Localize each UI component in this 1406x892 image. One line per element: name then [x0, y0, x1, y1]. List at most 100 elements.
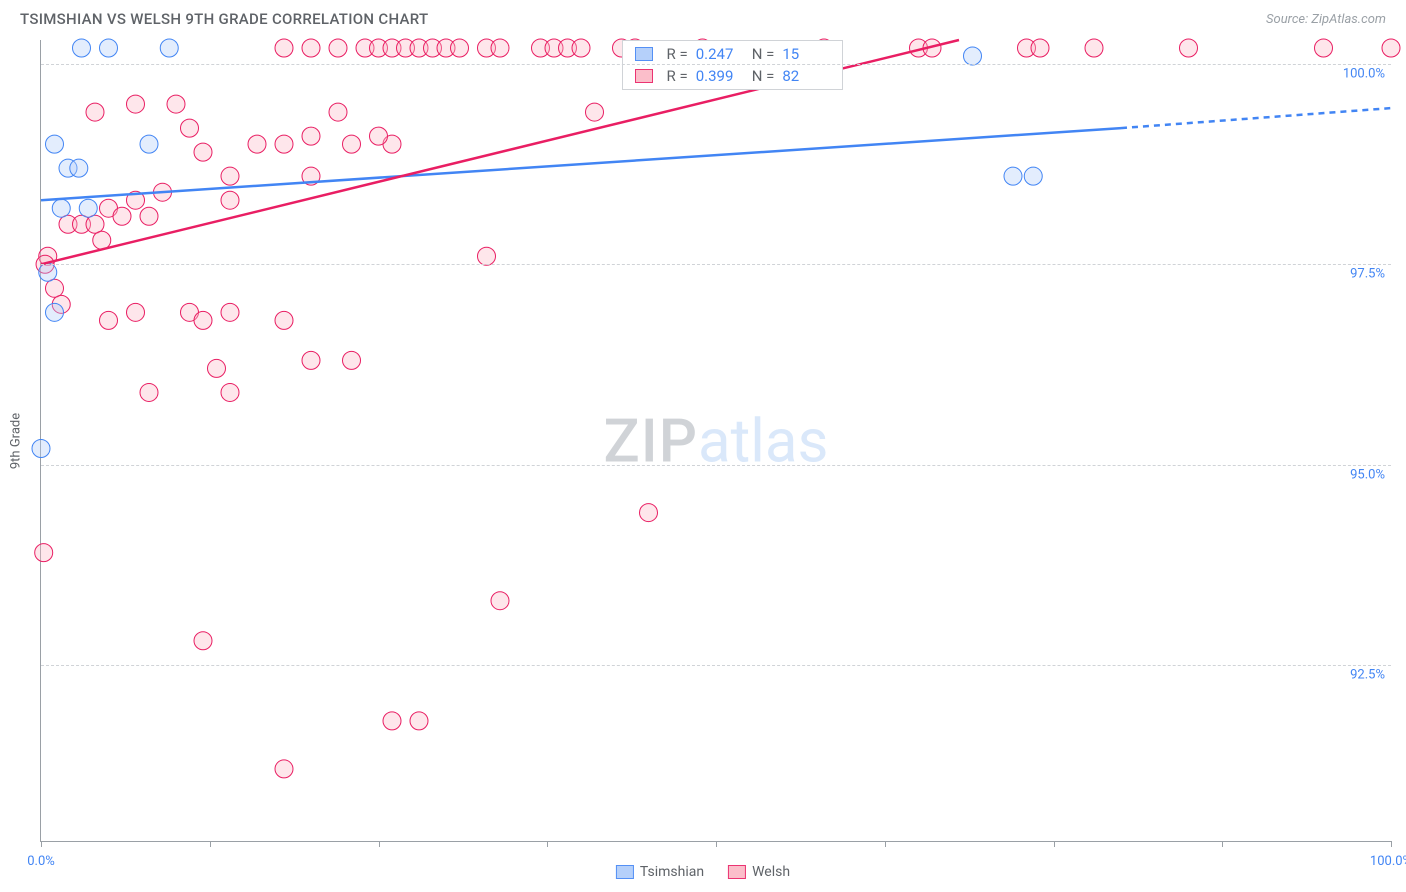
stats-row-tsimshian: R = 0.247 N = 15 — [623, 43, 843, 65]
legend-item-tsimshian: Tsimshian — [616, 864, 704, 880]
tsimshian-point — [46, 135, 64, 153]
welsh-point — [275, 39, 293, 57]
welsh-point — [181, 119, 199, 137]
tsimshian-point — [1024, 167, 1042, 185]
y-axis-label: 9th Grade — [9, 413, 24, 469]
swatch-welsh-icon — [635, 69, 653, 83]
welsh-point — [302, 39, 320, 57]
y-tick-label: 100.0% — [1343, 67, 1385, 82]
y-tick-label: 95.0% — [1350, 467, 1385, 482]
welsh-point — [221, 167, 239, 185]
welsh-point — [194, 143, 212, 161]
welsh-point — [194, 311, 212, 329]
welsh-point — [572, 39, 590, 57]
gridline — [41, 64, 1391, 65]
welsh-point — [343, 351, 361, 369]
plot-svg — [41, 40, 1391, 841]
welsh-point — [35, 544, 53, 562]
x-tick — [716, 841, 717, 847]
welsh-point — [302, 351, 320, 369]
y-tick-label: 97.5% — [1350, 267, 1385, 282]
tsimshian-point — [70, 159, 88, 177]
x-tick — [885, 841, 886, 847]
welsh-point — [1085, 39, 1103, 57]
welsh-point — [302, 127, 320, 145]
welsh-point — [275, 311, 293, 329]
welsh-point — [248, 135, 266, 153]
welsh-point — [275, 135, 293, 153]
tsimshian-point — [100, 39, 118, 57]
tsimshian-point — [964, 47, 982, 65]
legend-item-welsh: Welsh — [728, 864, 790, 880]
welsh-point — [1031, 39, 1049, 57]
welsh-point — [1180, 39, 1198, 57]
welsh-point — [86, 215, 104, 233]
x-tick-label: 100.0% — [1370, 854, 1406, 869]
welsh-point — [86, 103, 104, 121]
swatch-tsimshian-icon — [635, 47, 653, 61]
tsimshian-point — [140, 135, 158, 153]
x-tick — [1054, 841, 1055, 847]
welsh-point — [127, 303, 145, 321]
r-value-tsimshian: 0.247 — [696, 45, 744, 63]
series-legend: Tsimshian Welsh — [616, 864, 790, 880]
welsh-point — [100, 311, 118, 329]
gridline — [41, 465, 1391, 466]
x-tick — [41, 841, 42, 847]
n-value-welsh: 82 — [782, 67, 830, 85]
welsh-point — [410, 712, 428, 730]
x-tick-label: 0.0% — [27, 854, 55, 869]
welsh-point — [1382, 39, 1400, 57]
tsimshian-point — [39, 263, 57, 281]
trend-line — [41, 128, 1121, 200]
welsh-point — [221, 383, 239, 401]
x-tick — [547, 841, 548, 847]
welsh-point — [383, 712, 401, 730]
welsh-point — [329, 39, 347, 57]
x-tick — [1222, 841, 1223, 847]
trend-line — [1121, 108, 1391, 128]
welsh-point — [113, 207, 131, 225]
welsh-point — [221, 303, 239, 321]
r-value-welsh: 0.399 — [696, 67, 744, 85]
welsh-point — [491, 592, 509, 610]
n-value-tsimshian: 15 — [782, 45, 830, 63]
welsh-point — [208, 359, 226, 377]
tsimshian-point — [79, 199, 97, 217]
swatch-welsh-icon — [728, 865, 746, 879]
tsimshian-point — [73, 39, 91, 57]
welsh-point — [127, 95, 145, 113]
chart-area: 9th Grade ZIPatlas R = 0.247 N = 15 R = … — [40, 40, 1391, 842]
gridline — [41, 264, 1391, 265]
stats-row-welsh: R = 0.399 N = 82 — [623, 65, 843, 87]
chart-title: TSIMSHIAN VS WELSH 9TH GRADE CORRELATION… — [20, 10, 428, 28]
welsh-point — [478, 247, 496, 265]
welsh-point — [491, 39, 509, 57]
welsh-point — [370, 127, 388, 145]
welsh-point — [586, 103, 604, 121]
gridline — [41, 665, 1391, 666]
tsimshian-point — [46, 303, 64, 321]
welsh-point — [275, 760, 293, 778]
welsh-point — [640, 504, 658, 522]
y-tick-label: 92.5% — [1350, 667, 1385, 682]
welsh-point — [140, 383, 158, 401]
tsimshian-point — [32, 440, 50, 458]
tsimshian-point — [52, 199, 70, 217]
welsh-point — [221, 191, 239, 209]
welsh-point — [167, 95, 185, 113]
welsh-point — [343, 135, 361, 153]
x-tick — [1391, 841, 1392, 847]
source-label: Source: ZipAtlas.com — [1266, 12, 1386, 27]
tsimshian-point — [160, 39, 178, 57]
welsh-point — [194, 632, 212, 650]
welsh-point — [1315, 39, 1333, 57]
x-tick — [379, 841, 380, 847]
welsh-point — [329, 103, 347, 121]
welsh-point — [46, 279, 64, 297]
tsimshian-point — [1004, 167, 1022, 185]
x-tick — [210, 841, 211, 847]
swatch-tsimshian-icon — [616, 865, 634, 879]
welsh-point — [451, 39, 469, 57]
welsh-point — [93, 231, 111, 249]
